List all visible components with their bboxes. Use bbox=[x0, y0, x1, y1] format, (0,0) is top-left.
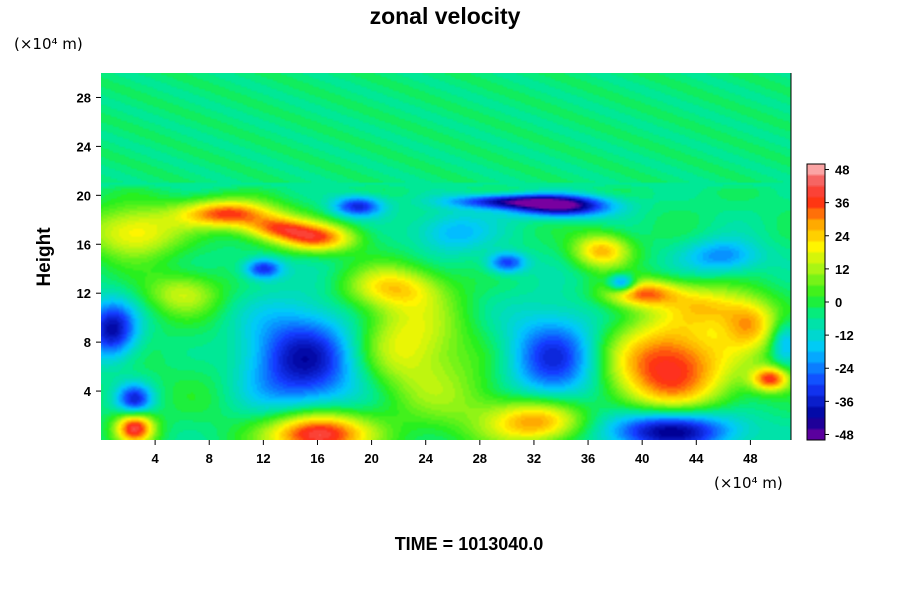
chart-title: zonal velocity bbox=[370, 3, 521, 29]
colorbar-ticks: 48 36 24 12 0 -12 -24 -36 -48 bbox=[825, 163, 855, 442]
x-tick-label: 4 bbox=[152, 451, 160, 466]
x-tick-label: 16 bbox=[310, 451, 324, 466]
x-tick-label: 48 bbox=[743, 451, 757, 466]
y-tick-label: 16 bbox=[77, 237, 91, 252]
x-tick-label: 40 bbox=[635, 451, 649, 466]
plot-area bbox=[101, 73, 791, 440]
y-tick-label: 8 bbox=[84, 335, 91, 350]
y-tick-label: 20 bbox=[77, 188, 91, 203]
y-tick-label: 4 bbox=[84, 384, 92, 399]
y-axis-ticks: 4 8 12 16 20 24 28 bbox=[77, 90, 101, 399]
x-tick-label: 20 bbox=[364, 451, 378, 466]
colorbar: 48 36 24 12 0 -12 -24 -36 -48 bbox=[806, 163, 855, 442]
x-tick-label: 8 bbox=[206, 451, 213, 466]
colorbar-tick-label: -12 bbox=[835, 328, 854, 343]
x-tick-label: 12 bbox=[256, 451, 270, 466]
x-tick-label: 44 bbox=[689, 451, 704, 466]
x-tick-label: 32 bbox=[527, 451, 541, 466]
colorbar-gradient bbox=[807, 164, 825, 440]
x-tick-label: 28 bbox=[473, 451, 487, 466]
x-axis-ticks: 4 8 12 16 20 24 28 32 36 40 44 48 bbox=[152, 440, 758, 466]
x-unit-label: (×10⁴ m) bbox=[714, 474, 783, 492]
x-tick-label: 24 bbox=[418, 451, 433, 466]
colorbar-tick-label: -48 bbox=[835, 427, 854, 442]
colorbar-tick-label: -24 bbox=[835, 361, 855, 376]
colorbar-tick-label: -36 bbox=[835, 394, 854, 409]
colorbar-tick-label: 36 bbox=[835, 196, 849, 211]
x-tick-label: 36 bbox=[581, 451, 595, 466]
heatmap-field bbox=[101, 73, 791, 440]
y-tick-label: 24 bbox=[77, 139, 92, 154]
y-tick-label: 12 bbox=[77, 286, 91, 301]
colorbar-tick-label: 0 bbox=[835, 295, 842, 310]
colorbar-tick-label: 24 bbox=[835, 229, 850, 244]
y-unit-label: (×10⁴ m) bbox=[14, 35, 83, 53]
colorbar-tick-label: 12 bbox=[835, 262, 849, 277]
y-axis-label: Height bbox=[34, 227, 55, 287]
y-tick-label: 28 bbox=[77, 90, 91, 105]
time-label: TIME = 1013040.0 bbox=[395, 534, 544, 554]
colorbar-tick-label: 48 bbox=[835, 163, 849, 178]
